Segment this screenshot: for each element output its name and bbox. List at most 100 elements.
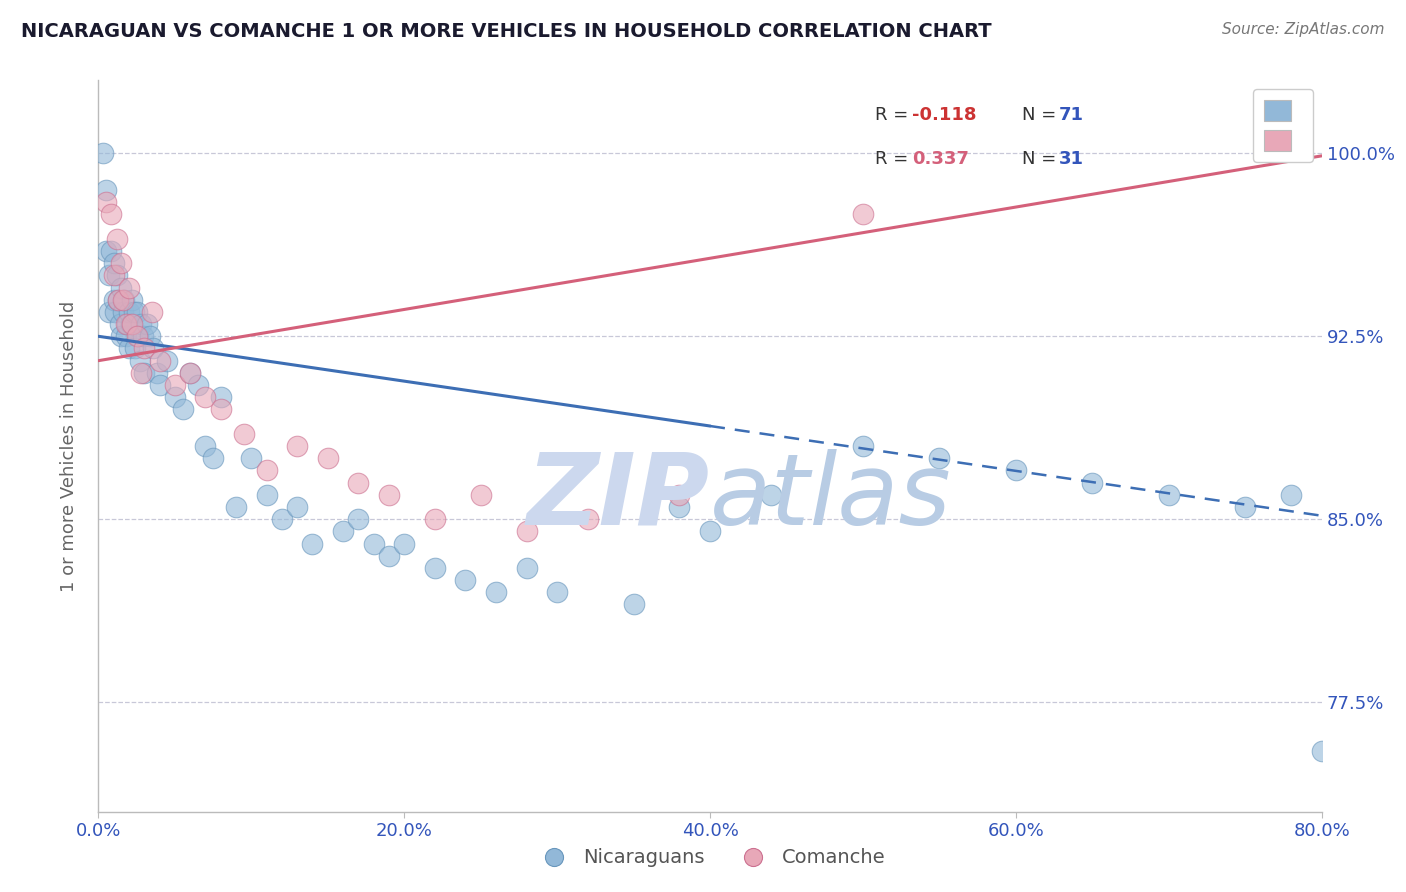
Point bbox=[125, 305, 148, 319]
Text: -0.118: -0.118 bbox=[912, 106, 976, 124]
Point bbox=[516, 561, 538, 575]
Point bbox=[546, 585, 568, 599]
Point bbox=[209, 390, 232, 404]
Point bbox=[117, 317, 139, 331]
Point bbox=[1081, 475, 1104, 490]
Point bbox=[134, 342, 156, 356]
Point bbox=[256, 463, 278, 477]
Point bbox=[94, 244, 117, 258]
Point bbox=[163, 378, 186, 392]
Text: ZIP: ZIP bbox=[527, 449, 710, 546]
Legend: Nicaraguans, Comanche: Nicaraguans, Comanche bbox=[526, 840, 894, 875]
Point bbox=[141, 305, 163, 319]
Point bbox=[347, 512, 370, 526]
Point bbox=[91, 146, 114, 161]
Point bbox=[232, 426, 254, 441]
Point bbox=[332, 524, 354, 539]
Point bbox=[285, 500, 308, 514]
Point bbox=[134, 366, 156, 380]
Point bbox=[100, 207, 122, 221]
Point bbox=[121, 317, 143, 331]
Point bbox=[179, 366, 201, 380]
Point bbox=[125, 329, 148, 343]
Point bbox=[623, 598, 645, 612]
Point bbox=[121, 293, 143, 307]
Point bbox=[194, 439, 217, 453]
Point bbox=[142, 342, 165, 356]
Point bbox=[316, 451, 339, 466]
Point bbox=[139, 329, 162, 343]
Point bbox=[392, 536, 416, 550]
Point bbox=[110, 280, 132, 294]
Point bbox=[1279, 488, 1302, 502]
Point bbox=[149, 378, 172, 392]
Point bbox=[118, 305, 141, 319]
Point bbox=[118, 280, 141, 294]
Point bbox=[285, 439, 308, 453]
Point bbox=[852, 207, 875, 221]
Point bbox=[202, 451, 225, 466]
Point bbox=[107, 293, 129, 307]
Text: atlas: atlas bbox=[710, 449, 952, 546]
Point bbox=[423, 561, 446, 575]
Text: 0.337: 0.337 bbox=[912, 150, 969, 168]
Point bbox=[363, 536, 385, 550]
Point bbox=[668, 488, 690, 502]
Point bbox=[194, 390, 217, 404]
Point bbox=[112, 293, 135, 307]
Point bbox=[1157, 488, 1180, 502]
Point bbox=[179, 366, 201, 380]
Text: R =: R = bbox=[875, 150, 914, 168]
Point bbox=[100, 244, 122, 258]
Text: N =: N = bbox=[1022, 150, 1062, 168]
Point bbox=[103, 268, 125, 283]
Point bbox=[111, 293, 134, 307]
Point bbox=[103, 256, 125, 270]
Text: NICARAGUAN VS COMANCHE 1 OR MORE VEHICLES IN HOUSEHOLD CORRELATION CHART: NICARAGUAN VS COMANCHE 1 OR MORE VEHICLE… bbox=[21, 22, 991, 41]
Point bbox=[187, 378, 209, 392]
Point bbox=[94, 195, 117, 210]
Point bbox=[111, 305, 134, 319]
Point bbox=[301, 536, 323, 550]
Point bbox=[576, 512, 599, 526]
Point bbox=[94, 183, 117, 197]
Point bbox=[1004, 463, 1026, 477]
Point bbox=[256, 488, 278, 502]
Point bbox=[156, 353, 179, 368]
Point bbox=[485, 585, 508, 599]
Point bbox=[108, 317, 131, 331]
Point bbox=[1310, 744, 1333, 758]
Text: 71: 71 bbox=[1059, 106, 1084, 124]
Point bbox=[761, 488, 783, 502]
Point bbox=[270, 512, 294, 526]
Point bbox=[110, 256, 132, 270]
Text: 31: 31 bbox=[1059, 150, 1084, 168]
Point bbox=[516, 524, 538, 539]
Point bbox=[105, 232, 128, 246]
Point bbox=[209, 402, 232, 417]
Point bbox=[240, 451, 263, 466]
Point bbox=[145, 366, 167, 380]
Point bbox=[928, 451, 950, 466]
Point bbox=[98, 268, 121, 283]
Point bbox=[454, 573, 477, 587]
Point bbox=[378, 488, 401, 502]
Point bbox=[172, 402, 194, 417]
Point bbox=[98, 305, 121, 319]
Point bbox=[378, 549, 401, 563]
Point bbox=[110, 329, 132, 343]
Point bbox=[105, 268, 128, 283]
Point bbox=[668, 500, 690, 514]
Point bbox=[103, 293, 125, 307]
Point bbox=[104, 305, 127, 319]
Y-axis label: 1 or more Vehicles in Household: 1 or more Vehicles in Household bbox=[59, 301, 77, 591]
Text: Source: ZipAtlas.com: Source: ZipAtlas.com bbox=[1222, 22, 1385, 37]
Point bbox=[136, 317, 159, 331]
Point bbox=[470, 488, 492, 502]
Point bbox=[129, 317, 152, 331]
Point bbox=[1234, 500, 1257, 514]
Point bbox=[118, 342, 141, 356]
Point bbox=[120, 317, 142, 331]
Text: R =: R = bbox=[875, 106, 914, 124]
Point bbox=[115, 329, 138, 343]
